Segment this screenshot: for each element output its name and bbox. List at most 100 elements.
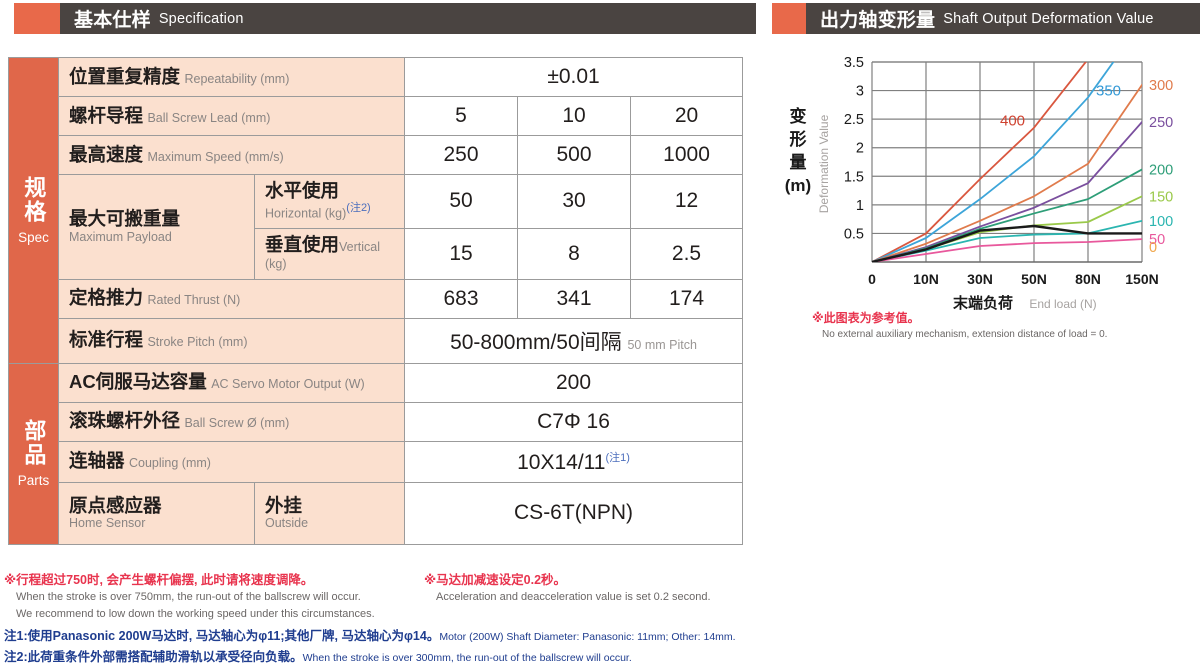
- bottom-note-1-row: 注1:使用Panasonic 200W马达时, 马达轴心为φ11;其他厂牌, 马…: [4, 624, 736, 648]
- value-lead-10: 10: [517, 96, 632, 136]
- svg-text:0: 0: [1149, 240, 1157, 256]
- svg-text:0: 0: [868, 271, 876, 287]
- value-coupling: 10X14/11(注1): [404, 440, 744, 483]
- chart-svg: 0.5 1 1.5 2 2.5 3 3.5 0 10N 30N 50N 80N 150N 300 250 20…: [785, 55, 1173, 312]
- row-label-coupling: 连轴器 Coupling (mm): [57, 440, 406, 483]
- row-label-maximum-speed: 最高速度 Maximum Speed (mm/s): [57, 135, 406, 175]
- label-cn: 最大可搬重量: [69, 208, 181, 230]
- table-row: 最高速度 Maximum Speed (mm/s) 250 500 1000: [9, 135, 744, 175]
- svg-text:量: 量: [790, 152, 807, 172]
- specification-table: 规格 Spec 位置重复精度 Repeatability (mm) ±0.01 …: [8, 57, 744, 545]
- svg-text:300: 300: [1149, 78, 1173, 94]
- row-label-ball-screw-lead: 螺杆导程 Ball Screw Lead (mm): [57, 96, 406, 136]
- svg-text:400: 400: [1000, 113, 1025, 130]
- note-marker-2: (注2): [346, 201, 371, 214]
- group-cell-parts: 部品 Parts: [8, 362, 59, 545]
- bottom-note-2-row: 注2:此荷重条件外部需搭配辅助滑轨以承受径向负载。When the stroke…: [4, 645, 632, 666]
- bottom-note-2-cn: 注2:此荷重条件外部需搭配辅助滑轨以承受径向负载。: [4, 650, 303, 664]
- label-cn: AC伺服马达容量: [69, 371, 207, 393]
- svg-text:350: 350: [1096, 82, 1121, 99]
- svg-text:3: 3: [856, 84, 864, 100]
- value-horizontal-50: 50: [404, 174, 519, 229]
- svg-text:200: 200: [1149, 162, 1173, 178]
- footnote-acceleration: ※马达加减速设定0.2秒。 Acceleration and deacceler…: [424, 571, 764, 606]
- bottom-note-1-cn: 注1:使用Panasonic 200W马达时, 马达轴心为φ11;其他厂牌, 马…: [4, 629, 440, 643]
- label-en: Coupling (mm): [128, 456, 211, 471]
- group-label-en: Spec: [18, 229, 49, 245]
- sublabel-en: Vertical (kg): [265, 239, 381, 272]
- label-cn: 原点感应器: [69, 494, 162, 516]
- label-en: Home Sensor: [69, 516, 146, 531]
- svg-text:1: 1: [856, 198, 864, 214]
- chart-header-bar: 出力轴变形量 Shaft Output Deformation Value: [806, 3, 1200, 34]
- chart-section-header: 出力轴变形量 Shaft Output Deformation Value: [772, 3, 1200, 34]
- note-marker-1: (注1): [605, 451, 630, 464]
- table-row: 最大可搬重量 Maximum Payload 水平使用 Horizontal (k…: [9, 174, 744, 280]
- footnote-accel-cn: ※马达加减速设定0.2秒。: [424, 573, 567, 587]
- bottom-note-1-en: Motor (200W) Shaft Diameter: Panasonic: …: [439, 631, 736, 643]
- value-speed-250: 250: [404, 135, 519, 175]
- value-ball-screw-diameter: C7Φ 16: [404, 401, 744, 442]
- value-coupling-main: 10X14/11: [517, 450, 606, 474]
- value-stroke-pitch: 50-800mm/50间隔 50 mm Pitch: [404, 317, 744, 364]
- sublabel-en: Horizontal (kg): [265, 205, 347, 220]
- value-speed-500: 500: [517, 135, 632, 175]
- chart-reference-note: ※此图表为参考值。 No external auxiliary mechanis…: [812, 310, 1200, 342]
- table-row: 垂直使用Vertical (kg) 15 8 2.5: [9, 227, 744, 280]
- svg-text:Deformation Value: Deformation Value: [817, 114, 831, 213]
- row-label-ball-screw-diameter: 滚珠螺杆外径 Ball Screw Ø (mm): [57, 401, 406, 442]
- label-cn: 标准行程: [69, 329, 144, 351]
- spec-header-title-en: Specification: [158, 10, 244, 27]
- row-sublabel-vertical: 垂直使用Vertical (kg): [253, 227, 406, 280]
- svg-text:150N: 150N: [1125, 271, 1158, 287]
- footnote-stroke-en2: We recommend to low down the working spe…: [16, 607, 375, 620]
- value-thrust-341: 341: [517, 278, 632, 319]
- row-label-home-sensor: 原点感应器 Home Sensor: [58, 481, 255, 545]
- group-cell-spec: 规格 Spec: [8, 57, 59, 364]
- row-sublabel-outside: 外挂 Outside: [253, 481, 406, 545]
- spec-section-header: 基本仕样 Specification: [14, 3, 756, 34]
- svg-text:1.5: 1.5: [844, 169, 864, 185]
- svg-text:2: 2: [856, 141, 864, 157]
- bottom-note-2-en: When the stroke is over 300mm, the run-o…: [302, 652, 632, 664]
- svg-text:50N: 50N: [1021, 271, 1047, 287]
- label-en: Maximum Payload: [69, 229, 172, 244]
- label-en: AC Servo Motor Output (W): [211, 377, 365, 392]
- sublabel-cn: 外挂: [265, 494, 303, 516]
- value-thrust-174: 174: [630, 278, 744, 319]
- svg-text:2.5: 2.5: [844, 112, 864, 128]
- group-label-en: Parts: [17, 473, 50, 489]
- chart-note-cn: ※此图表为参考值。: [812, 311, 920, 325]
- svg-text:(m): (m): [785, 176, 811, 195]
- value-home-sensor: CS-6T(NPN): [404, 481, 744, 545]
- chart-header-title-en: Shaft Output Deformation Value: [943, 10, 1154, 27]
- spec-header-title-cn: 基本仕样: [74, 10, 151, 31]
- chart-header-swatch-icon: [772, 3, 806, 34]
- svg-text:50: 50: [1149, 232, 1165, 248]
- svg-text:10N: 10N: [913, 271, 939, 287]
- table-row: 连轴器 Coupling (mm) 10X14/11(注1): [9, 440, 744, 483]
- sublabel-cn: 水平使用: [265, 180, 340, 201]
- table-row: 原点感应器 Home Sensor 外挂 Outside CS-6T(NPN): [9, 481, 744, 545]
- svg-text:100: 100: [1149, 214, 1173, 230]
- row-label-stroke-pitch: 标准行程 Stroke Pitch (mm): [57, 317, 406, 364]
- value-horizontal-30: 30: [517, 174, 632, 229]
- svg-text:末端负荷: 末端负荷: [953, 294, 1013, 312]
- deformation-chart: 0.5 1 1.5 2 2.5 3 3.5 0 10N 30N 50N 80N 150N 300 250 20…: [772, 44, 1200, 364]
- row-label-repeatability: 位置重复精度 Repeatability (mm): [57, 57, 406, 97]
- footnote-stroke-en1: When the stroke is over 750mm, the run-o…: [16, 591, 361, 604]
- row-label-maximum-payload: 最大可搬重量 Maximum Payload: [58, 174, 255, 280]
- bottom-note-2: 注2:此荷重条件外部需搭配辅助滑轨以承受径向负载。When the stroke…: [4, 645, 632, 666]
- svg-text:150: 150: [1149, 189, 1173, 205]
- sublabel-cn: 垂直使用: [265, 233, 340, 255]
- footnote-stroke-cn: ※行程超过750时, 会产生螺杆偏摆, 此时请将速度调降。: [4, 573, 314, 587]
- svg-text:30N: 30N: [967, 271, 993, 287]
- row-label-rated-thrust: 定格推力 Rated Thrust (N): [57, 278, 406, 319]
- footnote-stroke: ※行程超过750时, 会产生螺杆偏摆, 此时请将速度调降。 When the s…: [4, 571, 424, 622]
- table-row: 滚珠螺杆外径 Ball Screw Ø (mm) C7Φ 16: [9, 401, 744, 442]
- group-label-cn: 规格: [21, 175, 47, 224]
- svg-text:80N: 80N: [1075, 271, 1101, 287]
- row-sublabel-horizontal: 水平使用 Horizontal (kg)(注2): [253, 174, 406, 229]
- bottom-note-1: 注1:使用Panasonic 200W马达时, 马达轴心为φ11;其他厂牌, 马…: [4, 624, 736, 648]
